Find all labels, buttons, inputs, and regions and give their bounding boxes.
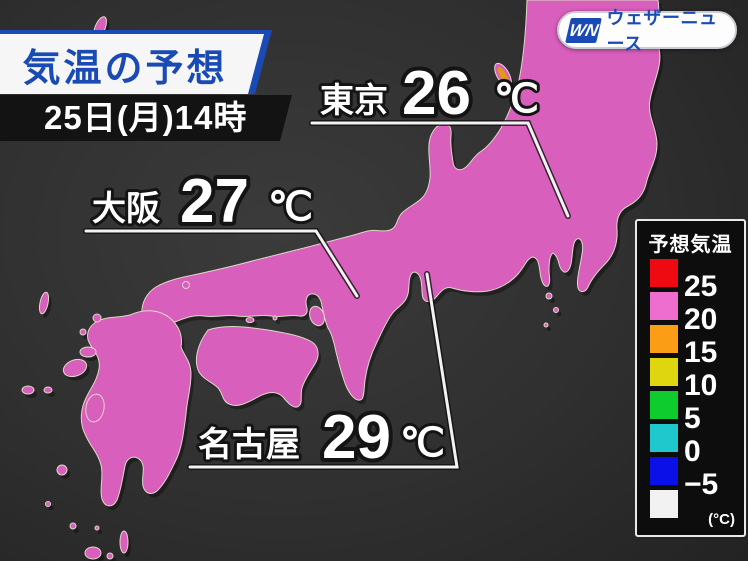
legend-swatch	[650, 391, 678, 419]
legend-row: 0	[637, 422, 744, 468]
legend-label: 20	[684, 303, 718, 336]
city-label-osaka: 大阪 27 ℃	[92, 167, 313, 236]
legend-label: −5	[684, 468, 719, 501]
page-title: 気温の予想	[22, 47, 228, 90]
legend-swatch	[650, 457, 678, 485]
legend-swatch	[650, 490, 678, 518]
legend-rows: 25 20 15 10 5 0	[637, 257, 744, 521]
leader-line-tokyo	[310, 121, 570, 218]
legend-row: 25	[637, 257, 744, 303]
leader-lines	[83, 120, 571, 470]
legend-label: 5	[684, 402, 701, 435]
legend-label: 25	[684, 270, 718, 303]
leader-line-osaka	[84, 229, 359, 298]
date-banner: 25日(月)14時	[0, 95, 292, 141]
city-label-nagoya: 名古屋 29 ℃	[198, 403, 445, 472]
wn-logo-icon: WN	[565, 17, 603, 43]
island-sado-detail	[497, 67, 509, 83]
legend-row: 5	[637, 389, 744, 435]
legend-title: 予想気温	[648, 234, 733, 256]
legend-row	[637, 488, 744, 521]
legend-row: 10	[637, 356, 744, 402]
legend-label: 10	[684, 369, 718, 402]
city-label-tokyo: 東京 26 ℃	[320, 59, 539, 128]
city-labels: 東京 26 ℃ 大阪 27 ℃ 名古屋 29 ℃	[89, 55, 542, 476]
legend-label: 15	[684, 336, 718, 369]
legend-swatch	[650, 358, 678, 386]
legend-swatch	[650, 292, 678, 320]
logo-name: ウェザーニュース	[606, 8, 718, 54]
legend-unit: (°C)	[708, 511, 735, 528]
temperature-legend: 予想気温 25 20 15 10 5	[635, 219, 746, 537]
title-banner: 気温の予想	[0, 30, 272, 94]
legend-row: 15	[637, 323, 744, 369]
legend-swatch	[650, 325, 678, 353]
legend-row: −5	[637, 455, 744, 501]
leader-line-nagoya	[188, 272, 459, 469]
legend-swatch	[650, 424, 678, 452]
legend-swatch	[650, 259, 678, 287]
legend-label: 0	[684, 435, 701, 468]
legend-row: 20	[637, 290, 744, 336]
forecast-datetime: 25日(月)14時	[44, 99, 248, 136]
weathernews-logo: WN ウェザーニュース	[557, 8, 737, 54]
